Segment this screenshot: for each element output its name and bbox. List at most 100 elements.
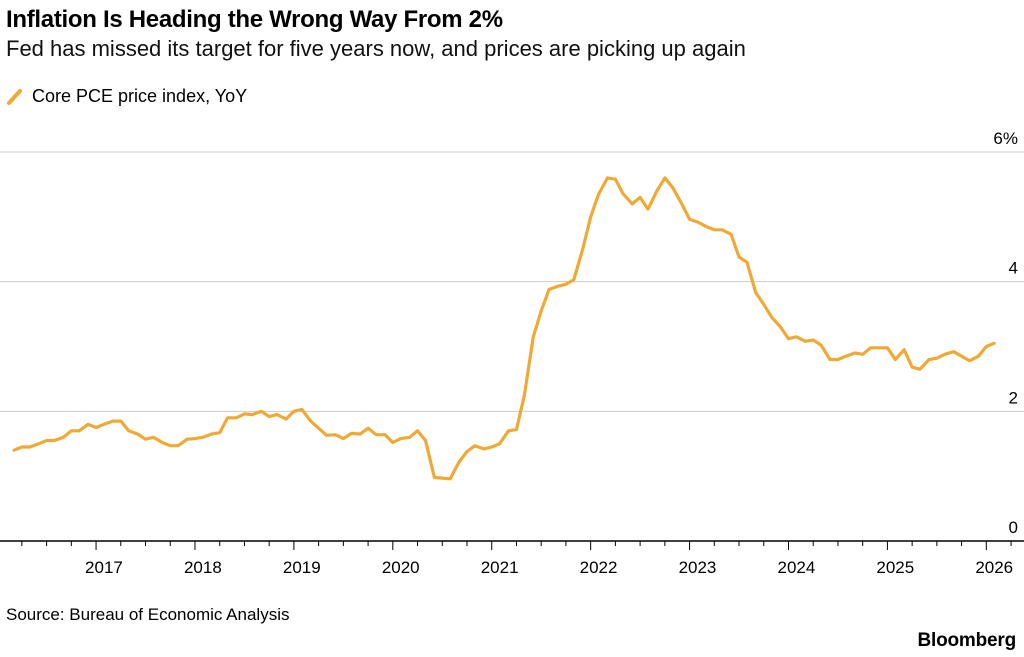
data-point	[474, 444, 476, 447]
data-point	[886, 347, 889, 349]
data-point	[87, 423, 89, 426]
chart-subtitle: Fed has missed its target for five years…	[6, 36, 746, 61]
data-point	[804, 340, 807, 343]
data-point	[309, 420, 312, 422]
data-point	[483, 448, 485, 450]
data-point	[869, 347, 872, 349]
data-point	[13, 449, 15, 452]
data-point	[21, 446, 23, 448]
data-point	[466, 450, 468, 453]
data-point	[317, 427, 320, 430]
y-tick-label-4: 4	[1009, 259, 1018, 278]
data-point	[795, 336, 798, 338]
data-point	[433, 476, 436, 479]
data-point	[664, 177, 666, 179]
data-point	[136, 433, 139, 435]
data-point	[260, 410, 263, 413]
x-tick-label-2025: 2025	[876, 558, 914, 577]
data-point	[606, 177, 609, 179]
data-point	[548, 288, 550, 291]
data-point	[112, 420, 114, 422]
data-point	[557, 285, 559, 287]
data-point	[334, 433, 337, 436]
data-point	[202, 436, 204, 439]
line-swatch-icon	[7, 88, 22, 105]
source-note: Source: Bureau of Economic Analysis	[6, 605, 290, 624]
data-point	[730, 233, 732, 236]
data-point	[449, 478, 452, 480]
data-point	[62, 436, 65, 439]
x-tick-label-2026: 2026	[975, 558, 1013, 577]
data-point	[705, 225, 708, 228]
data-point	[565, 283, 567, 286]
x-axis: 2017 2018 2019 2020 2021 2022 2023 2024 2025 2026	[0, 540, 1024, 577]
data-point	[614, 178, 617, 180]
data-point	[243, 413, 246, 415]
brand-logo: Bloomberg	[917, 630, 1017, 651]
x-tick-label-2022: 2022	[580, 558, 618, 577]
data-point	[37, 443, 40, 445]
series-group	[12, 176, 996, 481]
data-point	[779, 326, 782, 328]
gridlines	[0, 151, 1024, 412]
data-point	[507, 430, 510, 432]
data-point	[408, 436, 411, 439]
data-point	[70, 430, 73, 432]
data-point	[251, 413, 254, 416]
data-point	[490, 446, 493, 448]
data-point	[903, 348, 905, 351]
legend: Core PCE price index, YoY	[6, 86, 247, 107]
data-point	[787, 337, 790, 340]
data-point	[342, 437, 345, 440]
data-point	[301, 408, 303, 411]
data-point	[919, 368, 921, 370]
data-point	[235, 417, 238, 419]
data-point	[78, 430, 80, 432]
data-point	[968, 360, 971, 362]
data-point	[928, 358, 930, 361]
data-point	[820, 344, 822, 346]
data-point	[29, 446, 31, 448]
x-tick-label-2017: 2017	[85, 558, 123, 577]
data-point	[441, 477, 444, 479]
x-tick-label-2018: 2018	[184, 558, 222, 577]
data-point	[680, 203, 683, 205]
data-point	[738, 256, 740, 258]
data-point	[944, 353, 946, 356]
data-point	[515, 428, 518, 431]
data-point	[770, 316, 773, 319]
data-point	[144, 438, 147, 441]
data-point	[631, 203, 633, 205]
data-point	[226, 417, 229, 419]
y-axis-labels: 0 2 4 6%	[993, 129, 1018, 537]
data-point	[359, 433, 362, 435]
data-point	[952, 350, 955, 353]
data-point	[285, 418, 287, 420]
data-point	[127, 430, 130, 432]
data-point	[45, 439, 48, 442]
data-point	[293, 410, 295, 413]
data-point	[878, 347, 881, 349]
y-tick-label-6: 6%	[993, 129, 1018, 148]
data-point	[589, 216, 592, 218]
data-point	[696, 221, 699, 223]
data-point	[656, 190, 658, 192]
data-point	[399, 437, 402, 440]
data-point	[392, 441, 394, 444]
data-point	[672, 186, 674, 189]
data-point	[977, 355, 980, 357]
data-point	[829, 358, 831, 361]
data-point	[581, 248, 584, 251]
chart-title: Inflation Is Heading the Wrong Way From …	[6, 6, 503, 33]
x-tick-label-2023: 2023	[679, 558, 717, 577]
data-point	[713, 229, 716, 231]
data-point	[53, 439, 56, 442]
data-point	[861, 353, 864, 356]
data-point	[845, 355, 847, 357]
data-point	[498, 443, 501, 445]
data-point	[573, 278, 575, 281]
data-point	[639, 196, 641, 199]
data-point	[367, 427, 369, 430]
data-point	[268, 415, 271, 418]
